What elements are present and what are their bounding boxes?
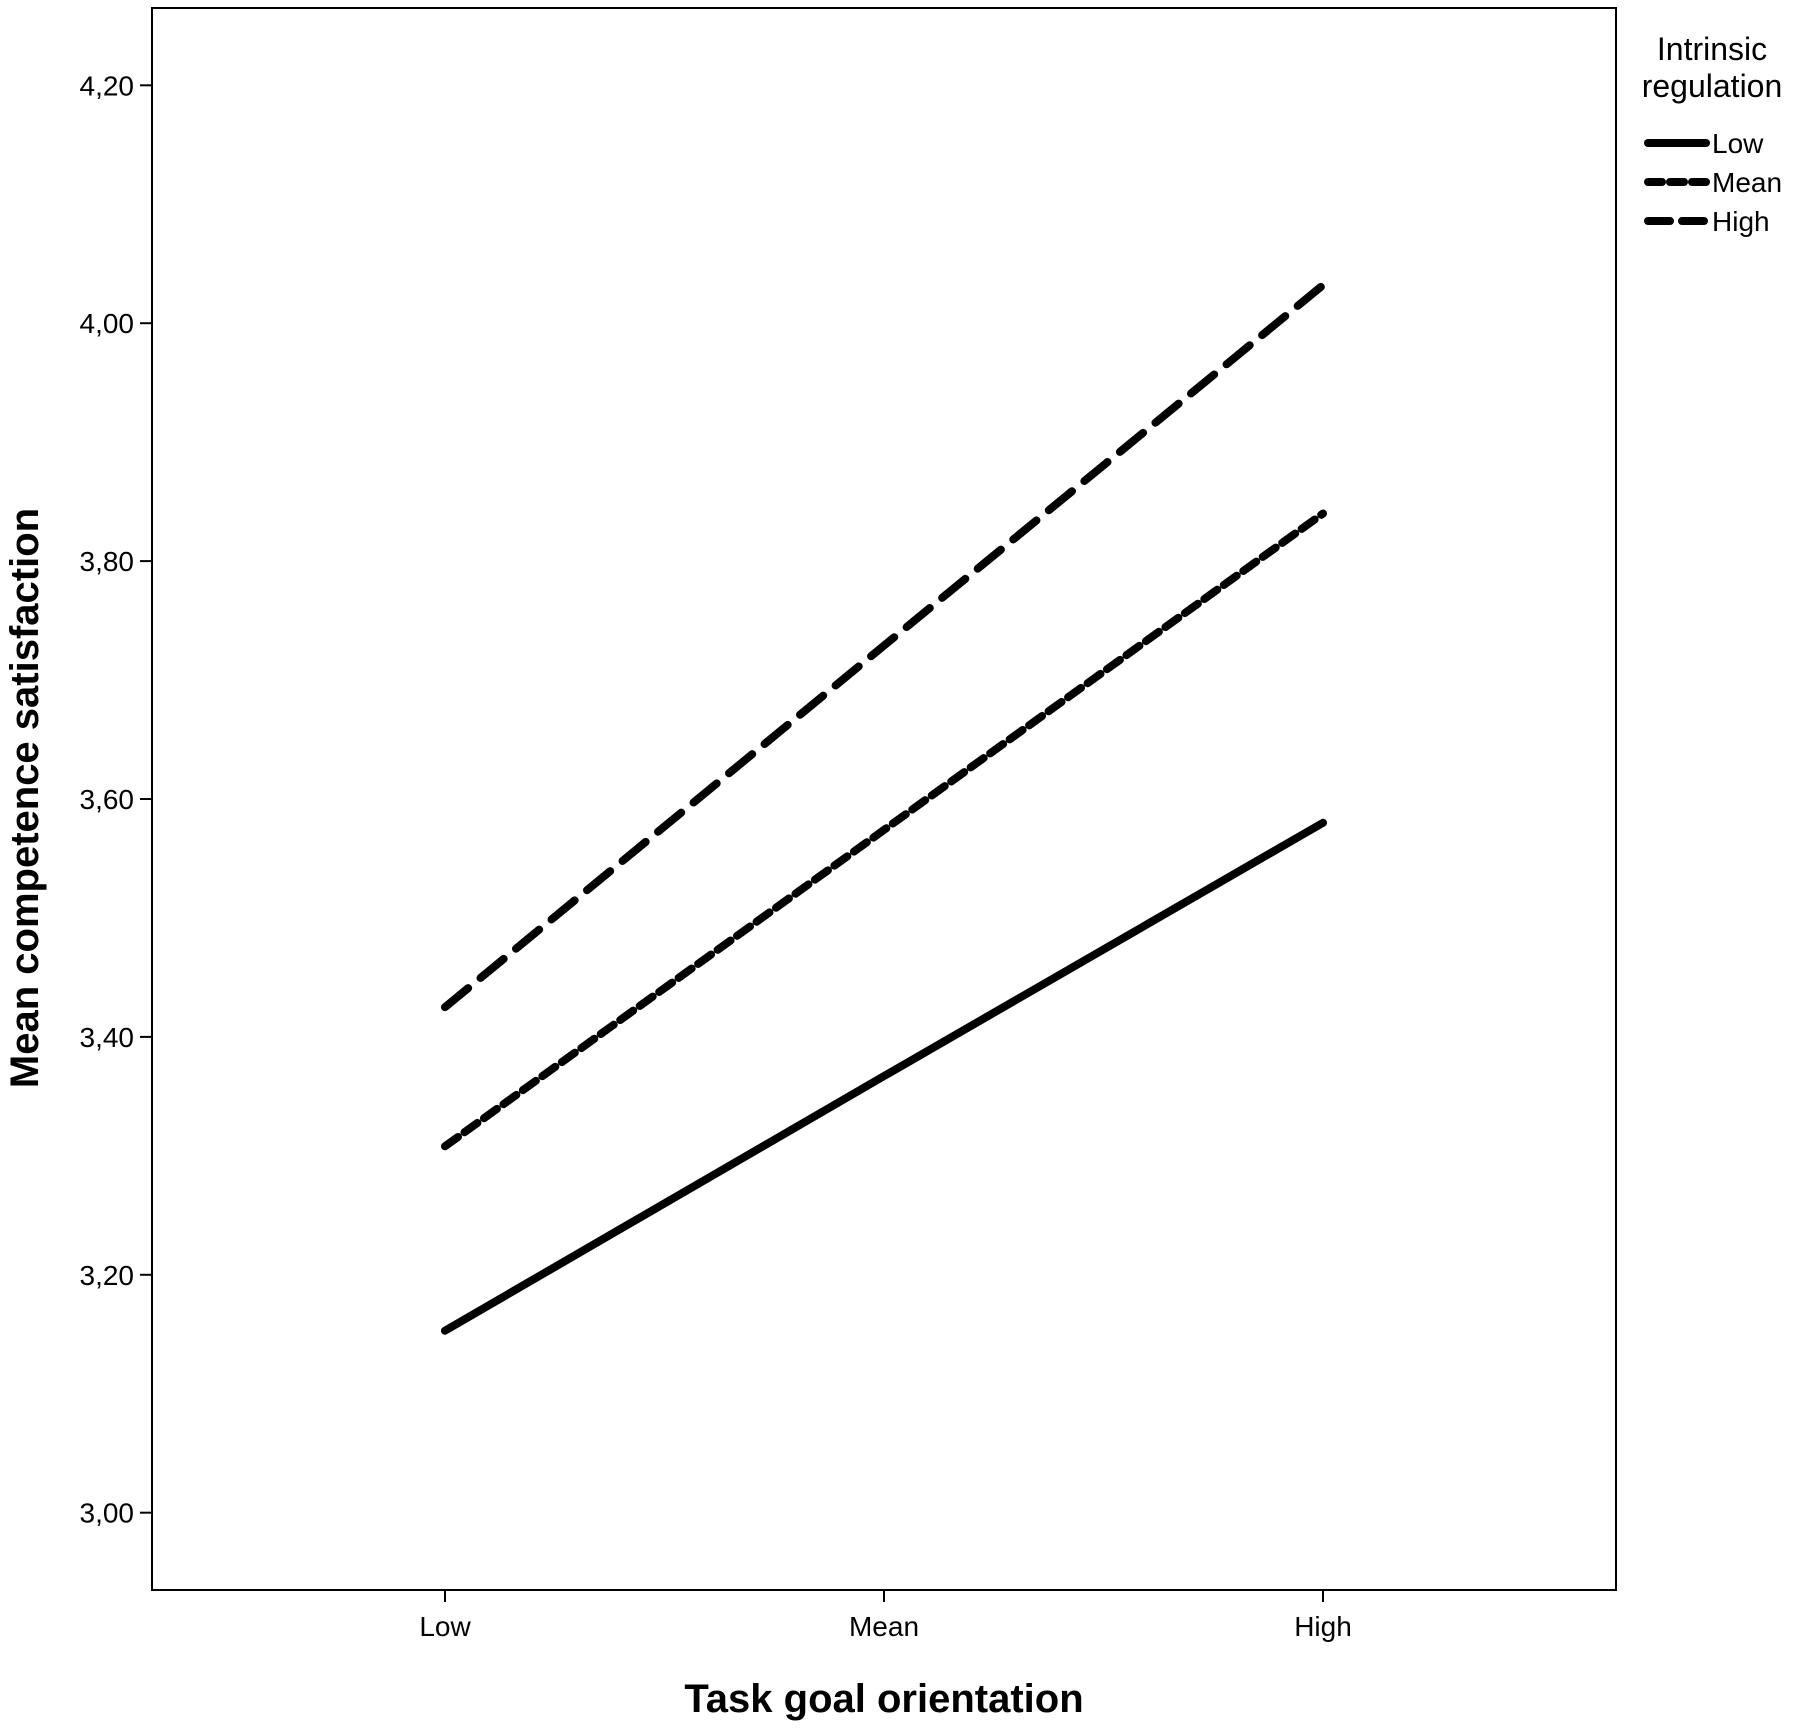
x-axis-title: Task goal orientation <box>684 1677 1083 1721</box>
series-line-low <box>441 818 1327 1335</box>
x-axis: Low Mean High <box>419 1590 1352 1642</box>
legend-label-mean: Mean <box>1712 167 1782 198</box>
series-layer <box>441 281 1327 1335</box>
y-axis-title: Mean competence satisfaction <box>3 508 47 1088</box>
x-tick-label: Low <box>419 1611 471 1642</box>
legend-title-line-2: regulation <box>1642 68 1783 104</box>
y-tick-label: 3,00 <box>80 1498 135 1529</box>
legend-items: Low Mean High <box>1644 128 1782 237</box>
y-axis: 3,00 3,20 3,40 3,60 3,80 4,00 4,20 <box>80 70 152 1529</box>
series-line-mean <box>441 509 1327 1151</box>
y-tick-label: 4,00 <box>80 308 135 339</box>
x-tick-label: Mean <box>849 1611 919 1642</box>
legend-label-low: Low <box>1712 128 1764 159</box>
legend-title-line-1: Intrinsic <box>1657 31 1767 67</box>
y-tick-label: 3,60 <box>80 784 135 815</box>
legend: Intrinsic regulation Low Mean High <box>1642 31 1783 237</box>
y-tick-label: 4,20 <box>80 70 135 101</box>
y-tick-label: 3,40 <box>80 1022 135 1053</box>
x-tick-label: High <box>1294 1611 1352 1642</box>
y-tick-label: 3,20 <box>80 1260 135 1291</box>
y-tick-label: 3,80 <box>80 546 135 577</box>
series-line-high <box>441 281 1327 1012</box>
plot-frame <box>151 7 1617 1591</box>
legend-label-high: High <box>1712 206 1770 237</box>
